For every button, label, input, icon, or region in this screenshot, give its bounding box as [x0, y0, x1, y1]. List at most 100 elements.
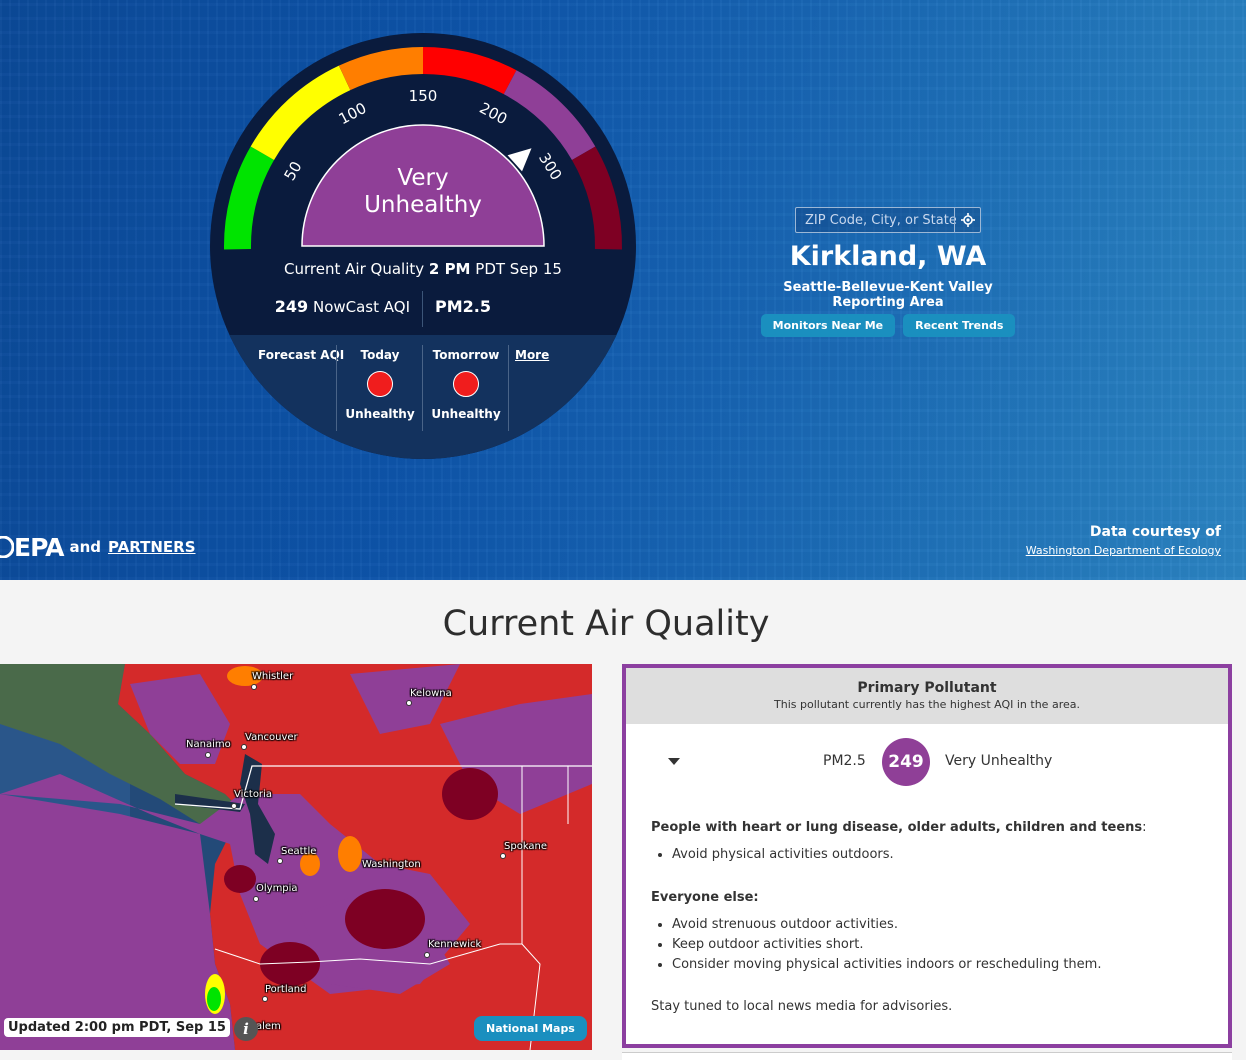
aqi-category-line2: Unhealthy	[364, 192, 482, 218]
pollutant-summary-row[interactable]: PM2.5 249 Very Unhealthy	[626, 738, 1228, 788]
map-city-marker[interactable]	[262, 996, 268, 1002]
nowcast-pollutant: PM2.5	[435, 297, 491, 316]
everyone-else-list: Avoid strenuous outdoor activities. Keep…	[651, 915, 1211, 975]
aqi-gauge: 50 100 150 200 300	[224, 47, 622, 250]
primary-pollutant-panel: Primary Pollutant This pollutant current…	[622, 664, 1232, 1048]
map-smoke-maroon	[260, 942, 320, 986]
gauge-band	[338, 47, 423, 91]
gauge-tick-label: 200	[477, 99, 511, 128]
pollutant-aqi-badge: 249	[882, 738, 930, 786]
forecast-today: Today Unhealthy	[337, 345, 423, 431]
forecast-today-dot	[367, 371, 393, 397]
map-smoke-purple	[350, 664, 460, 734]
map-city-label[interactable]: Vancouver	[245, 732, 298, 743]
map-city-label[interactable]: Seattle	[281, 846, 317, 857]
forecast-more-link[interactable]: More	[515, 348, 550, 362]
map-city-marker[interactable]	[253, 896, 259, 902]
nowcast-aqi: 249 NowCast AQI	[275, 297, 410, 316]
map-city-marker[interactable]	[241, 744, 247, 750]
location-search-input[interactable]	[796, 208, 956, 232]
map-city-marker[interactable]	[251, 684, 257, 690]
chevron-down-icon[interactable]	[668, 758, 680, 765]
map-city-marker[interactable]	[424, 952, 430, 958]
location-search	[795, 207, 981, 233]
sensitive-groups-list: Avoid physical activities outdoors.	[651, 845, 1211, 865]
nowcast-row: 249 NowCast AQI PM2.5	[210, 291, 636, 327]
map-city-label[interactable]: Victoria	[234, 789, 272, 800]
map-city-label[interactable]: alem	[256, 1021, 281, 1032]
gauge-tick-label: 150	[409, 87, 438, 105]
forecast-tomorrow-label: Tomorrow	[432, 348, 500, 362]
map-puget-sound	[240, 754, 275, 864]
map-city-label[interactable]: Olympia	[256, 883, 298, 894]
health-guidance: People with heart or lung disease, older…	[651, 820, 1211, 1014]
map-smoke-orange	[338, 836, 362, 872]
forecast-tomorrow: Tomorrow Unhealthy	[423, 345, 509, 431]
forecast-today-level: Unhealthy	[345, 407, 415, 421]
forecast-panel	[210, 335, 636, 459]
current-label: Current Air Quality	[284, 260, 425, 278]
map-city-label[interactable]: Nanaimo	[186, 739, 231, 750]
map-city-marker[interactable]	[205, 752, 211, 758]
forecast-divider	[336, 345, 337, 431]
sensitive-groups-heading: People with heart or lung disease, older…	[651, 820, 1211, 835]
city-name: Kirkland, WA	[789, 241, 987, 272]
guidance-item: Avoid physical activities outdoors.	[672, 845, 1211, 865]
epa-and-text: and	[69, 538, 102, 556]
nowcast-aqi-label: NowCast AQI	[312, 298, 410, 316]
advisory-note: Stay tuned to local news media for advis…	[651, 999, 953, 1014]
monitors-near-me-button[interactable]: Monitors Near Me	[760, 314, 896, 337]
map-border-oregon	[214, 943, 522, 965]
gauge-needle	[507, 148, 532, 172]
partners-link[interactable]: PARTNERS	[108, 538, 196, 556]
next-panel-edge	[622, 1052, 1232, 1060]
gauge-tick-label: 100	[336, 99, 370, 128]
nowcast-divider	[422, 291, 423, 327]
aqi-category: Very Unhealthy	[323, 165, 523, 219]
pollutant-level: Very Unhealthy	[945, 753, 1053, 769]
reporting-area: Seattle-Bellevue-Kent Valley Reporting A…	[783, 280, 993, 310]
map-city-marker[interactable]	[500, 853, 506, 859]
map-city-marker[interactable]	[277, 858, 283, 864]
map-state-label: Washington	[362, 859, 421, 870]
map-smoke-maroon	[442, 768, 498, 820]
gauge-tick-label: 50	[281, 158, 306, 184]
epa-logo-text[interactable]: EPA	[14, 532, 64, 562]
forecast-tomorrow-level: Unhealthy	[431, 407, 501, 421]
data-courtesy-title: Data courtesy of	[1089, 524, 1221, 540]
map-city-label[interactable]: Spokane	[504, 841, 548, 852]
gauge-band	[224, 146, 275, 250]
map-smoke-maroon	[345, 889, 425, 949]
sensitive-groups-colon: :	[1142, 820, 1147, 835]
forecast-divider	[422, 345, 423, 431]
map-city-label[interactable]: Kelowna	[410, 688, 452, 699]
map-city-marker[interactable]	[231, 803, 237, 809]
map-city-label[interactable]: Portland	[265, 984, 307, 995]
data-courtesy-link[interactable]: Washington Department of Ecology	[1025, 544, 1221, 557]
gauge-band	[503, 70, 596, 160]
epa-flower-icon	[0, 536, 14, 558]
map-border-idaho	[521, 766, 541, 1050]
gauge-band	[571, 146, 622, 250]
forecast-aqi-label: Forecast AQI	[258, 348, 345, 362]
national-maps-button[interactable]: National Maps	[474, 1016, 587, 1041]
current-date: PDT Sep 15	[475, 260, 562, 278]
primary-pollutant-subtitle: This pollutant currently has the highest…	[774, 698, 1080, 711]
map-city-label[interactable]: Whistler	[252, 671, 294, 682]
forecast-today-label: Today	[360, 348, 400, 362]
info-icon[interactable]: i	[234, 1017, 258, 1041]
sensitive-groups-text: People with heart or lung disease, older…	[651, 820, 1143, 835]
gauge-band	[250, 65, 351, 160]
map-city-label[interactable]: Kennewick	[428, 939, 482, 950]
epa-partners-logo: EPA and PARTNERS	[0, 532, 196, 562]
map-smoke-purple	[0, 794, 235, 1050]
guidance-item: Avoid strenuous outdoor activities.	[672, 915, 1211, 935]
recent-trends-button[interactable]: Recent Trends	[903, 314, 1016, 337]
map-smoke-green	[207, 987, 221, 1011]
aqi-map[interactable]: Whistler Kelowna Nanaimo Vancouver Victo…	[0, 664, 592, 1050]
guidance-item: Keep outdoor activities short.	[672, 935, 1211, 955]
map-city-marker[interactable]	[406, 700, 412, 706]
aqi-map-canvas[interactable]	[0, 664, 592, 1050]
primary-pollutant-header: Primary Pollutant This pollutant current…	[626, 668, 1228, 724]
locate-me-button[interactable]	[954, 208, 980, 232]
